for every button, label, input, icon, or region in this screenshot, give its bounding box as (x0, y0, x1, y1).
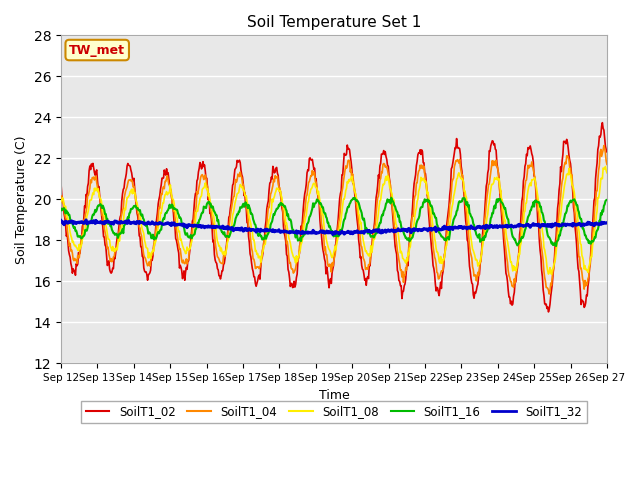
SoilT1_02 (124, 163, 131, 169)
SoilT1_32 (603, 220, 611, 226)
SoilT1_32 (402, 227, 410, 232)
SoilT1_32 (57, 218, 65, 224)
X-axis label: Time: Time (319, 389, 349, 402)
SoilT1_02 (598, 120, 606, 126)
SoilT1_02 (401, 283, 408, 289)
SoilT1_04 (57, 193, 65, 199)
Legend: SoilT1_02, SoilT1_04, SoilT1_08, SoilT1_16, SoilT1_32: SoilT1_02, SoilT1_04, SoilT1_08, SoilT1_… (81, 401, 587, 423)
SoilT1_04 (416, 162, 424, 168)
SoilT1_16 (401, 233, 409, 239)
SoilT1_04 (401, 273, 408, 278)
SoilT1_08 (603, 170, 611, 176)
Line: SoilT1_16: SoilT1_16 (61, 198, 607, 246)
Title: Soil Temperature Set 1: Soil Temperature Set 1 (247, 15, 421, 30)
SoilT1_08 (67, 233, 75, 239)
SoilT1_08 (57, 198, 65, 204)
Text: TW_met: TW_met (69, 44, 125, 57)
SoilT1_04 (600, 143, 608, 148)
SoilT1_32 (418, 227, 426, 233)
SoilT1_04 (207, 210, 215, 216)
SoilT1_02 (603, 149, 611, 155)
SoilT1_32 (208, 225, 216, 230)
SoilT1_08 (401, 257, 408, 263)
SoilT1_02 (179, 276, 186, 281)
SoilT1_08 (179, 243, 186, 249)
SoilT1_08 (602, 164, 609, 169)
SoilT1_04 (124, 184, 131, 190)
SoilT1_04 (67, 248, 75, 254)
Line: SoilT1_02: SoilT1_02 (61, 123, 607, 312)
SoilT1_08 (416, 182, 424, 188)
Line: SoilT1_32: SoilT1_32 (61, 220, 607, 235)
SoilT1_32 (67, 218, 75, 224)
SoilT1_16 (124, 217, 131, 223)
SoilT1_16 (417, 204, 425, 210)
SoilT1_02 (67, 261, 75, 266)
SoilT1_02 (545, 309, 552, 315)
SoilT1_16 (67, 220, 75, 226)
SoilT1_04 (545, 291, 553, 297)
SoilT1_16 (387, 195, 395, 201)
Line: SoilT1_04: SoilT1_04 (61, 145, 607, 294)
SoilT1_16 (552, 243, 560, 249)
SoilT1_32 (179, 221, 187, 227)
SoilT1_08 (124, 195, 131, 201)
SoilT1_02 (57, 181, 65, 187)
SoilT1_04 (603, 162, 611, 168)
Line: SoilT1_08: SoilT1_08 (61, 167, 607, 275)
SoilT1_16 (179, 223, 186, 229)
SoilT1_32 (83, 217, 90, 223)
SoilT1_02 (207, 216, 215, 222)
SoilT1_16 (207, 205, 215, 211)
SoilT1_32 (124, 218, 132, 224)
SoilT1_16 (603, 197, 611, 203)
SoilT1_02 (416, 147, 424, 153)
SoilT1_32 (329, 232, 337, 238)
SoilT1_08 (207, 203, 215, 208)
Y-axis label: Soil Temperature (C): Soil Temperature (C) (15, 135, 28, 264)
SoilT1_08 (548, 272, 556, 277)
SoilT1_16 (57, 206, 65, 212)
SoilT1_04 (179, 260, 186, 266)
